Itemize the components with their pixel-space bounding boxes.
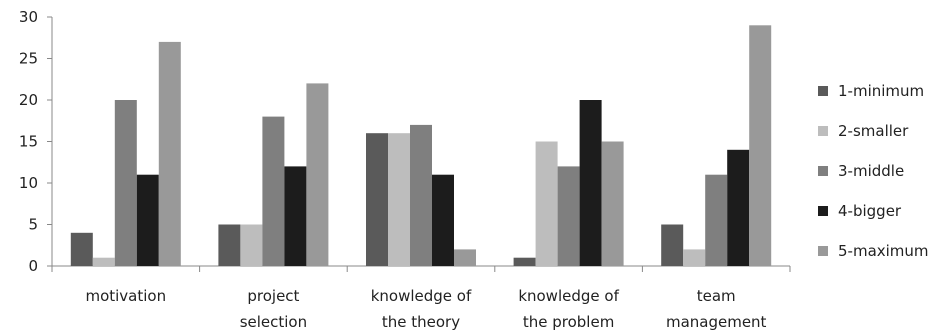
- legend-swatch: [818, 246, 828, 256]
- legend-label: 3-middle: [838, 162, 904, 180]
- bar-1-minimum: [513, 257, 536, 266]
- category-label: knowledge of: [371, 287, 472, 305]
- bar-1-minimum: [661, 224, 684, 266]
- bar-3-middle: [262, 116, 285, 266]
- bar-2-smaller: [683, 249, 706, 266]
- bar-3-middle: [114, 100, 137, 266]
- bar-4-bigger: [579, 100, 602, 266]
- category-label: management: [666, 313, 767, 331]
- legend-swatch: [818, 126, 828, 136]
- legend: 1-minimum 2-smaller 3-middle 4-bigger 5-maxi…: [818, 82, 929, 260]
- bar-2-smaller: [92, 257, 115, 266]
- bar-1-minimum: [70, 232, 93, 266]
- legend-label: 5-maximum: [838, 242, 929, 260]
- bar-4-bigger: [727, 149, 750, 266]
- category-label: team: [697, 287, 736, 305]
- category-label: knowledge of: [518, 287, 619, 305]
- y-tick-label: 20: [19, 91, 38, 109]
- category-label: motivation: [85, 287, 166, 305]
- legend-label: 4-bigger: [838, 202, 902, 220]
- y-tick-label: 15: [19, 133, 38, 151]
- legend-swatch: [818, 166, 828, 176]
- category-label: the theory: [382, 313, 460, 331]
- y-tick-label: 10: [19, 174, 38, 192]
- legend-swatch: [818, 86, 828, 96]
- category-label: the problem: [523, 313, 614, 331]
- bar-5-maximum: [158, 41, 181, 267]
- y-tick-label: 30: [19, 8, 38, 26]
- category-label: project: [247, 287, 299, 305]
- bar-2-smaller: [240, 224, 263, 266]
- bar-5-maximum: [306, 83, 329, 267]
- bar-5-maximum: [454, 249, 476, 266]
- bar-3-middle: [705, 174, 728, 266]
- y-tick-label: 25: [19, 50, 38, 68]
- bar-2-smaller: [388, 133, 410, 266]
- bar-3-middle: [557, 166, 580, 266]
- category-label: selection: [240, 313, 307, 331]
- bar-5-maximum: [749, 25, 772, 266]
- bar-3-middle: [410, 124, 432, 267]
- bar-5-maximum: [601, 141, 624, 266]
- bar-2-smaller: [535, 141, 558, 266]
- bar-1-minimum: [366, 133, 388, 266]
- bar-1-minimum: [218, 224, 241, 266]
- legend-label: 1-minimum: [838, 82, 924, 100]
- legend-swatch: [818, 206, 828, 216]
- bar-4-bigger: [284, 166, 307, 266]
- bars: [70, 25, 772, 267]
- y-tick-label: 5: [28, 216, 38, 234]
- y-axis: 0 5 10 15 20 25 30: [19, 8, 53, 275]
- category-labels: motivation project selection knowledge of th…: [85, 287, 766, 331]
- legend-label: 2-smaller: [838, 122, 909, 140]
- y-tick-label: 0: [28, 257, 38, 275]
- x-axis: [51, 265, 791, 272]
- bar-4-bigger: [136, 174, 159, 266]
- bar-4-bigger: [432, 174, 454, 266]
